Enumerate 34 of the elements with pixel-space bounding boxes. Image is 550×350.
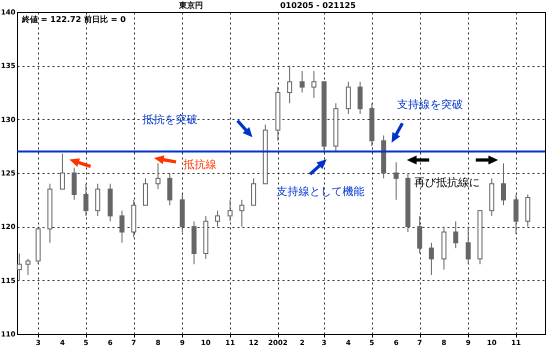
- candlestick: [215, 210, 220, 228]
- candlestick: [251, 178, 256, 206]
- candlestick: [228, 199, 233, 222]
- candlestick: [394, 162, 399, 200]
- annotation: 抵抗を突破: [142, 113, 198, 126]
- candlestick: [300, 70, 305, 93]
- candlestick: [95, 183, 100, 216]
- candlestick: [514, 194, 519, 235]
- candlestick: [346, 81, 351, 114]
- candlestick: [156, 162, 161, 190]
- annotation: 再び抵抗線に: [414, 176, 480, 189]
- candlestick: [25, 258, 30, 276]
- candlestick: [239, 199, 244, 228]
- candlestick: [142, 178, 148, 206]
- candlestick: [358, 81, 363, 114]
- candlestick: [525, 194, 530, 228]
- candlestick: [83, 183, 88, 216]
- candlestick: [119, 210, 124, 244]
- candlestick: [287, 65, 292, 104]
- annotation: 終値 = 122.72 前日比 = 0: [21, 15, 126, 24]
- annotation: 支持線を突破: [397, 98, 463, 111]
- chart-title: 東京円: [178, 1, 204, 10]
- candlestick: [428, 242, 434, 276]
- chart-subtitle: 010205 - 021125: [280, 1, 356, 10]
- candlestick: [167, 172, 172, 206]
- candlestick: [466, 226, 471, 265]
- candlestick: [311, 70, 316, 98]
- candlestick: [72, 167, 77, 200]
- annotation: 抵抗線: [182, 158, 216, 171]
- candlestick: [453, 220, 458, 249]
- candlestick: [60, 153, 65, 190]
- candlestick: [417, 215, 422, 254]
- annotation: 支持線として機能: [276, 184, 364, 198]
- candlestick: [500, 162, 506, 206]
